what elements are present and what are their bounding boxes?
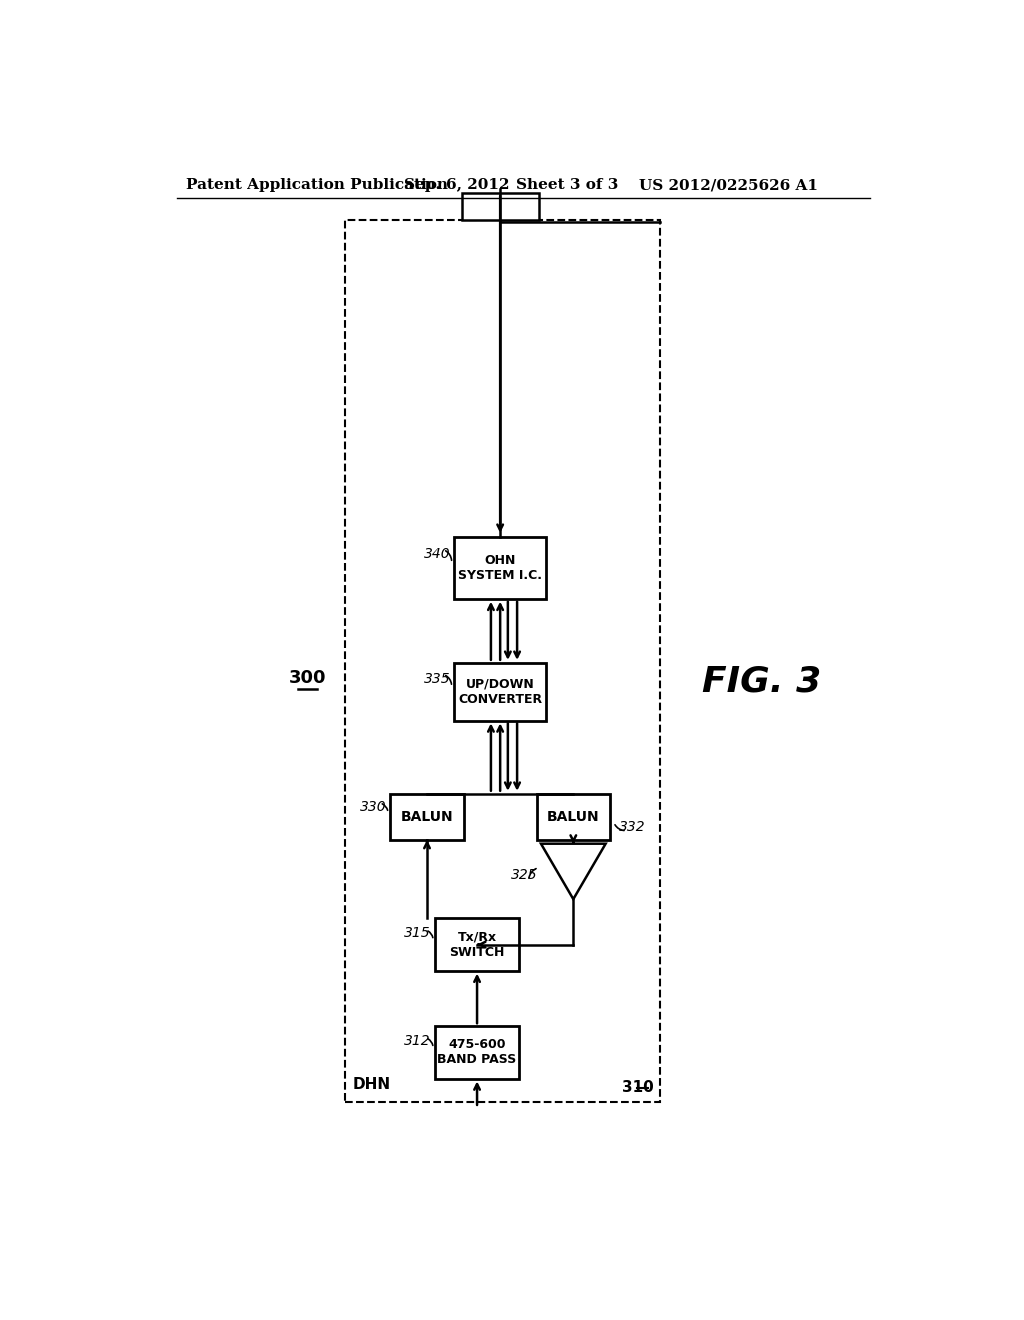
Text: BALUN: BALUN [400,809,454,824]
Text: Sep. 6, 2012: Sep. 6, 2012 [403,178,509,193]
Text: 325: 325 [511,869,538,882]
Text: Sheet 3 of 3: Sheet 3 of 3 [515,178,617,193]
Text: 312: 312 [404,1034,431,1048]
Bar [390,793,464,840]
Text: 335: 335 [424,672,451,686]
Bar [537,793,610,840]
Bar [345,220,660,1102]
Bar [462,193,539,220]
Text: 310: 310 [623,1080,654,1096]
Text: DHN: DHN [352,1077,390,1093]
Text: 332: 332 [620,820,646,834]
Text: OHN
SYSTEM I.C.: OHN SYSTEM I.C. [458,554,542,582]
Bar [435,1026,519,1078]
Text: 475-600
BAND PASS: 475-600 BAND PASS [437,1039,517,1067]
Bar [454,663,547,721]
Bar [454,537,547,599]
Text: FIG. 3: FIG. 3 [702,665,821,700]
Text: BALUN: BALUN [547,809,600,824]
Text: UP/DOWN
CONVERTER: UP/DOWN CONVERTER [458,677,543,706]
Text: 340: 340 [424,548,451,561]
Text: 300: 300 [289,669,327,688]
Text: 315: 315 [404,927,431,940]
Text: Patent Application Publication: Patent Application Publication [186,178,449,193]
Text: US 2012/0225626 A1: US 2012/0225626 A1 [639,178,818,193]
Bar [435,919,519,970]
Text: Tx/Rx
SWITCH: Tx/Rx SWITCH [450,931,505,958]
Text: 330: 330 [360,800,387,813]
